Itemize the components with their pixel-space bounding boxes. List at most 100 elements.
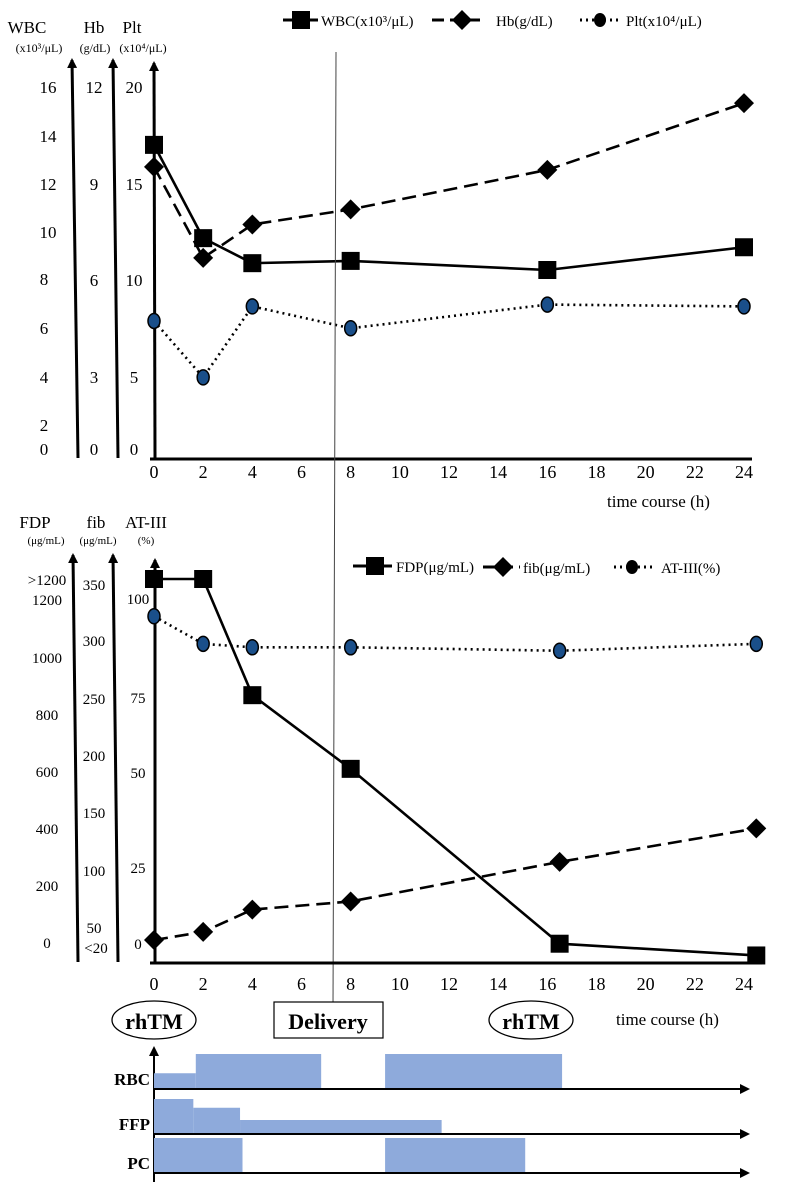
fdp-tick-label: 600 [36,765,59,781]
plt-tick-label: 15 [126,175,143,194]
diamond-data-point [193,247,214,268]
x-tick-label: 12 [440,974,458,994]
x-tick-label: 20 [637,974,655,994]
series-line [152,101,745,260]
x-tick-labels-bottom: 0 2 4 6 8 10 12 14 16 18 20 22 24 [150,974,754,994]
hb-tick-label: 9 [90,175,99,194]
legend-bottom: FDP(μg/mL) fib(μg/mL) AT-III(%) [353,557,720,577]
plt-axis-unit: (x10⁴/μL) [119,41,166,55]
x-tick-label: 2 [199,462,208,482]
legend-top: WBC(x10³/μL) Hb(g/dL) Plt(x10⁴/μL) [283,10,702,30]
transfusion-block [193,1107,241,1134]
x-tick-label: 16 [538,462,556,482]
annotation-label: rhTM [502,1009,560,1034]
legend-square-marker [366,557,384,575]
x-tick-label: 6 [297,974,306,994]
at3-axis-title: AT-III [125,513,167,532]
annotation-ellipse [488,1000,574,1040]
hb-axis-title: Hb [84,18,105,37]
wbc-tick-label: 8 [40,270,49,289]
square-data-point [145,135,163,154]
x-tick-label: 16 [538,974,556,994]
annotation-rhtm-start: rhTM [111,1000,197,1040]
fdp-tick-label: 1000 [32,651,62,667]
panel-blood-counts: WBC (x10³/μL) Hb (g/dL) Plt (x10⁴/μL) 0 … [8,10,754,511]
panel-transfusions: RBC FFP PC [114,1046,750,1182]
hb-tick-label: 12 [86,78,103,97]
at3-tick-label: 0 [134,937,142,953]
annotation-ellipse [111,1000,197,1040]
x-axis-label-bottom: time course (h) [616,1010,719,1029]
transfusion-block [385,1138,526,1173]
circle-data-point [245,639,260,656]
annotation-delivery: Delivery [273,1001,384,1039]
fib-tick-label: 150 [83,806,106,822]
x-tick-label: 14 [489,462,507,482]
square-data-point [538,261,557,279]
diamond-data-point [242,214,263,235]
square-data-point [194,229,213,248]
wbc-tick-label: 16 [40,78,57,97]
wbc-axis-title: WBC [8,18,47,37]
transfusion-rows: RBC FFP PC [114,1070,750,1178]
circle-data-point [343,639,358,656]
hb-tick-label: 3 [90,368,99,387]
x-tick-label: 20 [637,462,655,482]
fib-tick-label: 350 [83,578,106,594]
circle-data-point [552,642,567,659]
transfusion-block [154,1099,194,1134]
fdp-tick-label: 800 [36,708,59,724]
x-tick-label: 10 [391,974,409,994]
x-axis-label-top: time course (h) [607,492,710,511]
x-tick-labels-top: 0 2 4 6 8 10 12 14 16 18 20 22 24 [150,462,754,482]
x-tick-label: 0 [150,974,159,994]
fdp-tick-label: 200 [36,879,59,895]
fib-axis-title: fib [87,513,106,532]
plt-tick-label: 5 [130,368,139,387]
x-tick-label: 22 [686,462,704,482]
x-tick-label: 6 [297,462,306,482]
diamond-data-point [144,156,164,177]
circle-data-point [245,298,260,315]
circle-data-point [737,298,751,315]
transfusion-block [240,1120,442,1134]
x-tick-label: 22 [686,974,704,994]
x-tick-label: 24 [735,974,753,994]
circle-data-point [196,635,210,653]
at3-tick-label: 75 [131,691,146,707]
diamond-data-point [340,199,361,220]
x-tick-label: 18 [588,974,606,994]
fdp-tick-label: 1200 [32,593,62,609]
wbc-tick-label: 12 [40,175,57,194]
at3-tick-label: 25 [131,861,146,877]
diamond-data-point [193,921,214,942]
series-line [153,615,757,653]
wbc-tick-label: 0 [40,440,49,459]
square-data-point [550,934,569,953]
series-line [152,144,745,272]
circle-data-point [343,319,358,337]
square-data-point [243,254,262,273]
square-data-point [243,686,262,705]
transfusion-row-label: PC [127,1154,150,1173]
diamond-data-point [144,930,164,950]
plt-axis-title: Plt [123,18,142,37]
square-data-point [341,759,360,778]
fib-tick-label: 50 [87,921,102,937]
hb-tick-label: 6 [90,271,99,290]
diamond-data-point [537,159,558,180]
square-data-point [194,570,213,588]
annotation-box [273,1001,384,1039]
fdp-axis-unit: (μg/mL) [27,535,64,547]
diamond-data-point [746,818,767,839]
legend-label: Hb(g/dL) [496,14,553,30]
legend-square-marker [292,11,310,29]
wbc-tick-label: 6 [40,319,49,338]
fdp-axis-title: FDP [19,513,50,532]
delivery-event-line [332,51,337,1011]
fdp-tick-label: >1200 [28,573,66,589]
hb-y-axis [108,58,120,459]
x-tick-label: 10 [391,462,409,482]
square-data-point [735,238,753,257]
